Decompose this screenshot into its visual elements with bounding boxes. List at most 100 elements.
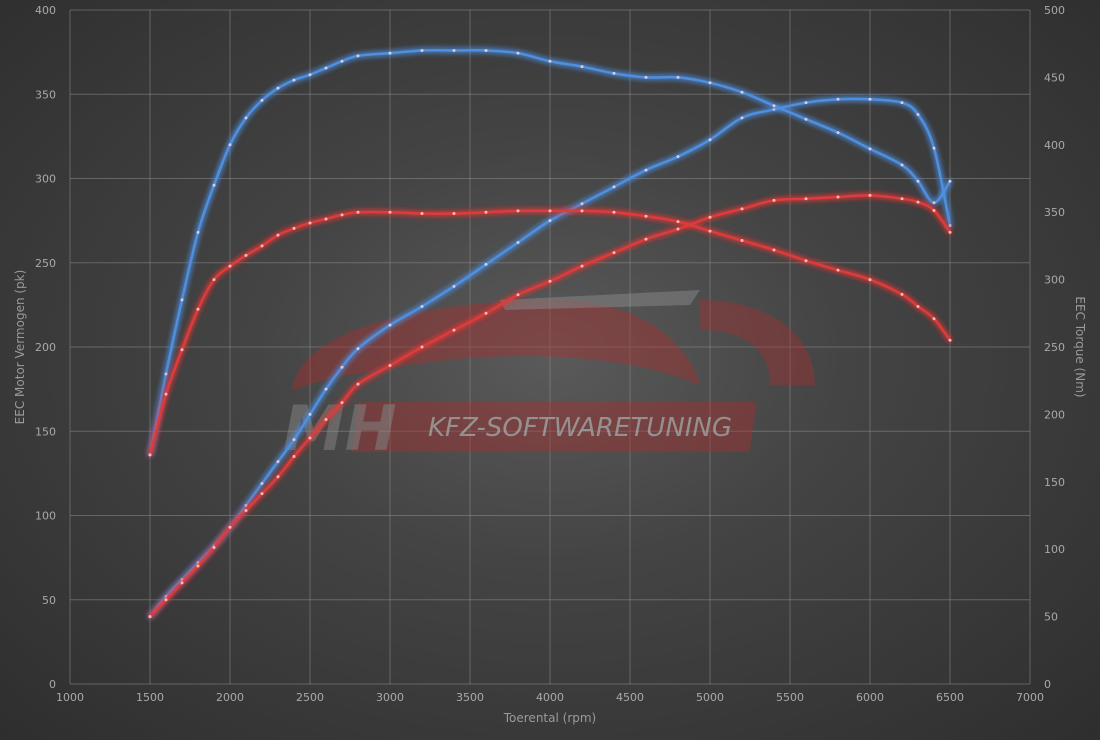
data-point-power-tuned bbox=[260, 481, 264, 485]
data-point-torque-tuned bbox=[212, 183, 216, 187]
x-tick-label: 3000 bbox=[376, 691, 404, 704]
data-point-power-stock bbox=[772, 198, 776, 202]
data-point-torque-tuned bbox=[324, 66, 328, 70]
data-point-torque-stock bbox=[644, 214, 648, 218]
data-point-torque-stock bbox=[580, 209, 584, 213]
data-point-torque-tuned bbox=[484, 48, 488, 52]
x-tick-label: 5000 bbox=[696, 691, 724, 704]
data-point-power-stock bbox=[676, 227, 680, 231]
data-point-power-stock bbox=[292, 455, 296, 459]
y-right-tick-label: 300 bbox=[1044, 274, 1065, 287]
data-point-torque-stock bbox=[244, 253, 248, 257]
grid-lines bbox=[69, 9, 1031, 685]
data-point-power-tuned bbox=[292, 438, 296, 442]
data-point-torque-stock bbox=[452, 212, 456, 216]
data-point-torque-tuned bbox=[260, 98, 264, 102]
data-point-power-tuned bbox=[164, 594, 168, 598]
y-left-tick-label: 200 bbox=[35, 341, 56, 354]
series-line-torque-stock bbox=[148, 209, 952, 457]
data-point-power-tuned bbox=[180, 578, 184, 582]
x-tick-label: 6000 bbox=[856, 691, 884, 704]
x-tick-label: 7000 bbox=[1016, 691, 1044, 704]
watermark-banner bbox=[351, 402, 757, 452]
data-point-torque-tuned bbox=[516, 51, 520, 55]
data-point-power-tuned bbox=[676, 155, 680, 159]
data-point-torque-tuned bbox=[292, 78, 296, 82]
data-point-torque-stock bbox=[612, 210, 616, 214]
data-point-torque-stock bbox=[548, 209, 552, 213]
data-point-power-stock bbox=[484, 311, 488, 315]
data-point-power-stock bbox=[228, 525, 232, 529]
data-point-torque-stock bbox=[228, 264, 232, 268]
data-point-torque-tuned bbox=[276, 86, 280, 90]
y-left-tick-label: 100 bbox=[35, 510, 56, 523]
data-point-power-stock bbox=[324, 417, 328, 421]
data-point-power-stock bbox=[612, 251, 616, 255]
data-point-torque-stock bbox=[308, 221, 312, 225]
data-point-power-tuned bbox=[612, 185, 616, 189]
data-point-torque-tuned bbox=[644, 75, 648, 79]
data-point-torque-stock bbox=[676, 220, 680, 224]
data-point-power-tuned bbox=[580, 202, 584, 206]
data-point-power-tuned bbox=[356, 347, 360, 351]
data-point-power-stock bbox=[708, 215, 712, 219]
data-point-torque-stock bbox=[932, 317, 936, 321]
data-point-torque-tuned bbox=[916, 179, 920, 183]
data-point-power-tuned bbox=[948, 224, 952, 228]
data-point-power-tuned bbox=[836, 97, 840, 101]
axis-ticks: 1000 1500 2000 2500 3000 3500 4000 4500 5000 5500… bbox=[35, 4, 1065, 704]
watermark-top-bar bbox=[500, 290, 700, 310]
data-point-torque-stock bbox=[740, 239, 744, 243]
data-point-torque-stock bbox=[340, 213, 344, 217]
data-point-torque-stock bbox=[180, 348, 184, 352]
data-point-torque-stock bbox=[804, 259, 808, 263]
data-point-torque-stock bbox=[836, 268, 840, 272]
data-point-torque-tuned bbox=[388, 51, 392, 55]
data-point-torque-tuned bbox=[164, 372, 168, 376]
data-point-power-tuned bbox=[804, 101, 808, 105]
data-point-torque-stock bbox=[212, 278, 216, 282]
data-point-power-stock bbox=[916, 200, 920, 204]
data-point-torque-tuned bbox=[948, 179, 952, 183]
data-point-torque-tuned bbox=[900, 163, 904, 167]
data-point-torque-tuned bbox=[932, 201, 936, 205]
data-point-power-tuned bbox=[644, 168, 648, 172]
data-point-power-tuned bbox=[340, 365, 344, 369]
data-point-power-stock bbox=[164, 598, 168, 602]
data-point-torque-tuned bbox=[244, 116, 248, 120]
x-tick-label: 1500 bbox=[136, 691, 164, 704]
data-point-power-stock bbox=[276, 475, 280, 479]
x-tick-label: 2000 bbox=[216, 691, 244, 704]
data-point-power-tuned bbox=[916, 112, 920, 116]
x-tick-label: 2500 bbox=[296, 691, 324, 704]
data-point-torque-stock bbox=[516, 209, 520, 213]
data-point-power-stock bbox=[340, 401, 344, 405]
x-tick-label: 5500 bbox=[776, 691, 804, 704]
x-tick-label: 4500 bbox=[616, 691, 644, 704]
data-point-power-tuned bbox=[388, 323, 392, 327]
data-point-power-tuned bbox=[868, 97, 872, 101]
x-tick-label: 4000 bbox=[536, 691, 564, 704]
y-axis-left-title: EEC Motor Vermogen (pk) bbox=[13, 270, 27, 425]
data-point-torque-tuned bbox=[580, 65, 584, 69]
y-right-tick-label: 0 bbox=[1044, 678, 1051, 691]
data-point-power-tuned bbox=[244, 503, 248, 507]
y-right-tick-label: 200 bbox=[1044, 408, 1065, 421]
x-tick-label: 1000 bbox=[56, 691, 84, 704]
data-point-torque-tuned bbox=[548, 59, 552, 63]
data-point-power-stock bbox=[388, 364, 392, 368]
data-point-power-stock bbox=[212, 546, 216, 550]
y-left-tick-label: 400 bbox=[35, 4, 56, 17]
y-right-tick-label: 100 bbox=[1044, 543, 1065, 556]
data-point-power-stock bbox=[148, 615, 152, 619]
data-point-torque-tuned bbox=[308, 73, 312, 77]
y-right-tick-label: 450 bbox=[1044, 71, 1065, 84]
series-line-power-stock bbox=[148, 194, 952, 618]
x-axis-title: Toerental (rpm) bbox=[503, 711, 596, 725]
data-point-power-stock bbox=[420, 345, 424, 349]
data-point-torque-tuned bbox=[356, 54, 360, 58]
data-point-torque-stock bbox=[420, 212, 424, 216]
data-point-power-stock bbox=[308, 436, 312, 440]
y-axis-right-title: EEC Torque (Nm) bbox=[1073, 296, 1087, 397]
